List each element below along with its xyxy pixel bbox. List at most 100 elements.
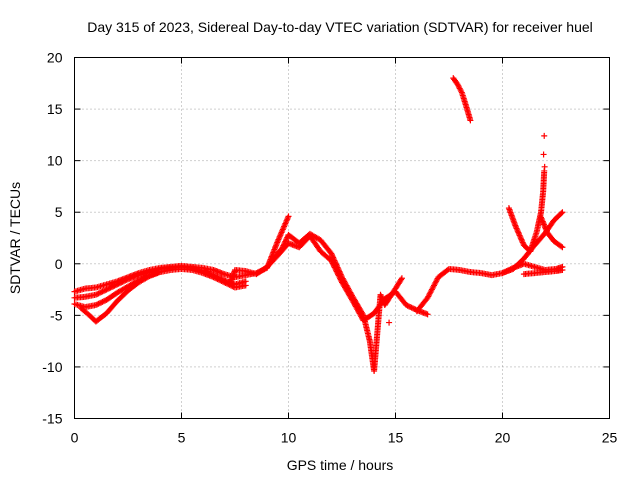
- axis-ticks: 0 5 10 15 20 25 -15 -10 -5 0 5 10 15 20: [42, 50, 617, 446]
- data-point: [407, 303, 414, 310]
- y-tick-label: 0: [55, 256, 63, 272]
- data-point: [333, 261, 340, 268]
- data-point: [517, 235, 524, 242]
- data-point: [285, 213, 292, 220]
- y-tick-label: 20: [47, 50, 63, 66]
- data-point: [95, 290, 102, 297]
- data-point: [398, 276, 405, 283]
- data-point: [398, 275, 405, 282]
- series-track-k: [520, 266, 566, 278]
- data-point: [229, 283, 236, 290]
- data-point: [111, 282, 118, 289]
- data-point: [409, 305, 416, 312]
- data-point: [332, 258, 339, 265]
- data-point: [283, 235, 290, 242]
- y-tick-label: -10: [42, 359, 62, 375]
- x-tick-label: 10: [281, 430, 297, 446]
- data-point: [508, 265, 515, 272]
- data-point: [512, 224, 519, 231]
- data-point: [92, 291, 99, 298]
- y-tick-label: -15: [42, 411, 62, 427]
- series-track-f: [270, 230, 405, 375]
- data-point: [467, 117, 474, 124]
- data-point: [115, 280, 122, 287]
- data-point: [333, 263, 340, 270]
- y-tick-label: -5: [50, 307, 63, 323]
- series-track-i: [505, 167, 548, 255]
- data-point: [102, 287, 109, 294]
- data-point: [515, 229, 522, 236]
- data-point: [458, 88, 465, 95]
- data-point: [512, 222, 519, 229]
- x-tick-label: 25: [602, 430, 618, 446]
- data-point: [211, 274, 218, 281]
- data-point: [405, 303, 412, 310]
- data-point: [96, 300, 103, 307]
- data-point: [122, 277, 129, 284]
- data-point: [500, 269, 507, 276]
- data-point: [330, 256, 337, 263]
- data-point: [219, 278, 226, 285]
- data-point: [541, 163, 548, 170]
- data-point: [110, 283, 117, 290]
- x-tick-label: 20: [495, 430, 511, 446]
- data-point: [335, 265, 342, 272]
- data-point: [499, 270, 506, 277]
- data-point: [119, 278, 126, 285]
- data-point: [114, 281, 121, 288]
- data-point: [330, 254, 337, 261]
- data-point: [518, 236, 525, 243]
- data-point: [335, 267, 342, 274]
- data-point: [337, 271, 344, 278]
- data-point: [279, 243, 286, 250]
- data-point: [99, 288, 106, 295]
- plot-frame: [74, 57, 610, 419]
- data-point: [123, 276, 130, 283]
- data-point: [242, 282, 249, 289]
- data-point: [282, 238, 289, 245]
- data-point: [336, 268, 343, 275]
- data-point: [96, 289, 103, 296]
- chart-title: Day 315 of 2023, Sidereal Day-to-day VTE…: [87, 19, 593, 35]
- data-point: [210, 274, 217, 281]
- data-point: [540, 151, 547, 158]
- data-point: [213, 275, 220, 282]
- x-tick-label: 5: [178, 430, 186, 446]
- data-point: [502, 268, 509, 275]
- x-tick-label: 0: [71, 430, 79, 446]
- data-points: [71, 75, 566, 375]
- x-tick-label: 15: [388, 430, 404, 446]
- data-point: [559, 209, 566, 216]
- data-point: [558, 243, 565, 250]
- x-axis-label: GPS time / hours: [287, 457, 394, 473]
- data-point: [507, 266, 514, 273]
- data-point: [558, 210, 565, 217]
- data-point: [217, 277, 224, 284]
- data-point: [279, 245, 286, 252]
- data-point: [223, 280, 230, 287]
- data-point: [329, 253, 336, 260]
- y-tick-label: 15: [47, 101, 63, 117]
- data-point: [92, 302, 99, 309]
- data-point: [514, 228, 521, 235]
- data-point: [94, 301, 101, 308]
- y-axis-label: SDTVAR / TECUs: [7, 182, 23, 294]
- data-point: [103, 286, 110, 293]
- data-point: [424, 311, 431, 318]
- data-point: [157, 269, 164, 276]
- grid-lines: [74, 57, 610, 419]
- data-point: [106, 285, 113, 292]
- data-point: [281, 241, 288, 248]
- data-point: [218, 278, 225, 285]
- data-point: [120, 278, 127, 285]
- data-point: [541, 132, 548, 139]
- data-point: [403, 302, 410, 309]
- data-point: [116, 280, 123, 287]
- series-track-g: [413, 209, 566, 315]
- data-point: [100, 298, 107, 305]
- data-point: [444, 266, 451, 273]
- data-point: [280, 242, 287, 249]
- data-point: [107, 284, 114, 291]
- data-point: [94, 291, 101, 298]
